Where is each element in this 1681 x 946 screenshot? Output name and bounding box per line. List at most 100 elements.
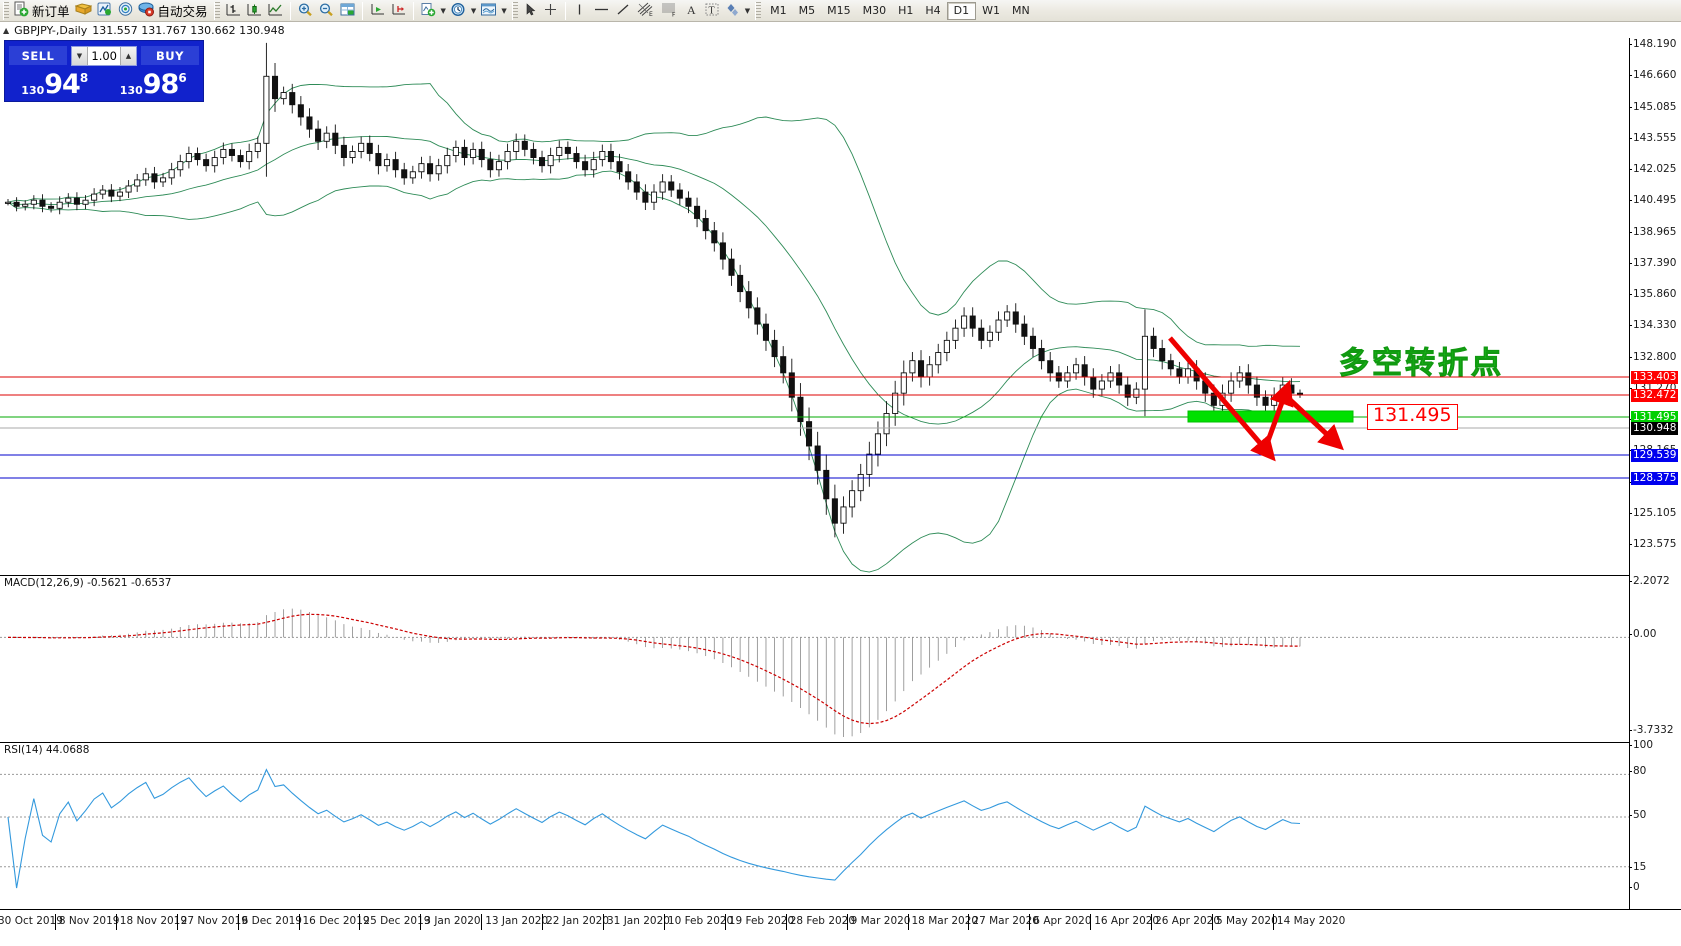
timeframe-m1[interactable]: M1 [770,4,787,17]
fibonacci-button[interactable]: F [658,1,682,21]
text-icon: A [684,2,699,20]
rsi-tick: 100 [1628,739,1654,751]
date-tick: 16 Apr 2020 [1090,914,1159,930]
zoom-out-icon [318,2,335,20]
collapse-triangle-icon[interactable]: ▲ [3,26,10,35]
candlestick-icon [246,2,263,20]
data-window-icon [339,2,356,20]
textbox-icon: T [704,2,720,20]
toolbar-separator-2 [361,1,363,20]
rsi-pane[interactable]: RSI(14) 44.0688 [0,742,1629,909]
volume-input[interactable]: ▼ 1.00 ▲ [71,45,137,66]
line-chart-button[interactable] [265,1,286,21]
zoom-in-button[interactable] [295,1,316,21]
date-axis[interactable]: 30 Oct 2019 8 Nov 2019 18 Nov 2019 27 Nov 2… [0,909,1681,946]
horizontal-line-button[interactable] [590,1,613,21]
auto-scroll-icon [369,2,386,20]
macd-tick: -3.7332 [1629,724,1674,736]
candlestick-chart-button[interactable] [244,1,265,21]
price-tick: 123.575 [1628,538,1677,550]
clock-icon [450,2,467,20]
price-tick: 145.085 [1628,100,1677,113]
date-tick: 22 Jan 2020 [542,914,609,930]
volume-decrement[interactable]: ▼ [72,46,88,65]
zoom-out-button[interactable] [316,1,337,21]
market-button[interactable] [115,1,136,21]
timeframe-h4[interactable]: H4 [925,4,941,17]
auto-scroll-button[interactable] [367,1,388,21]
timeframe-d1[interactable]: D1 [946,1,977,20]
toolbar-grip-4[interactable] [755,1,762,20]
crosshair-button[interactable] [541,1,561,21]
fibonacci-icon: F [660,1,680,20]
timeframe-m30[interactable]: M30 [862,4,887,17]
chevron-down-icon[interactable]: ▼ [440,6,446,15]
date-tick: 3 Jan 2020 [420,914,481,930]
channel-icon: E [636,1,656,20]
rsi-tick: 80 [1628,765,1647,777]
chart-container[interactable]: 多空转折点 131.495 MACD(12,26,9) -0.5621 -0.65… [0,38,1681,946]
expert-advisors-button[interactable] [73,1,94,21]
date-tick: 25 Dec 2019 [359,914,430,930]
macd-tick: 0.00 [1628,628,1657,640]
macd-chart-svg [0,608,1629,738]
price-tick: 134.330 [1628,319,1677,332]
auto-trading-button[interactable]: 自动交易 [136,1,211,21]
text-box-button[interactable]: T [702,1,722,21]
macd-pane[interactable]: MACD(12,26,9) -0.5621 -0.6537 [0,575,1629,742]
symbol-ohlc: 131.557 131.767 130.662 130.948 [92,24,285,37]
templates-icon [480,2,497,20]
vertical-line-icon [572,2,587,20]
price-axis[interactable]: 148.190 146.660 145.085 143.555 142.025 140.4… [1628,38,1681,909]
toolbar-grip-3[interactable] [511,1,518,20]
price-tick: 146.660 [1628,69,1677,82]
indicators-button[interactable]: ▼ [418,1,448,21]
macd-tick: 2.2072 [1629,575,1670,587]
price-level-label: 132.472 [1631,389,1679,402]
trendline-button[interactable] [613,1,634,21]
data-window-button[interactable] [337,1,358,21]
price-tag-label: 131.495 [1367,404,1458,430]
vertical-line-button[interactable] [570,1,590,21]
price-level-label: 130.948 [1631,422,1679,435]
price-tick: 135.860 [1628,288,1677,300]
one-click-trading-panel[interactable]: SELL ▼ 1.00 ▲ BUY 130 94 8 130 98 6 [4,40,204,102]
toolbar-grip-2[interactable] [213,1,220,20]
date-tick: 18 Nov 2019 [115,914,187,930]
date-tick: 28 Feb 2020 [785,914,855,930]
trendline-icon [615,2,632,20]
signals-button[interactable] [94,1,115,21]
auto-trading-icon [137,1,155,20]
rsi-label: RSI(14) 44.0688 [4,744,90,756]
templates-button[interactable]: ▼ [478,1,508,21]
new-order-button[interactable]: 新订单 [12,1,73,21]
buy-button[interactable]: BUY [141,46,199,65]
chevron-down-icon-3[interactable]: ▼ [501,6,507,15]
volume-increment[interactable]: ▲ [120,46,136,65]
toolbar-grip[interactable] [3,1,9,20]
periods-button[interactable]: ▼ [448,1,478,21]
chevron-down-icon-2[interactable]: ▼ [470,6,477,15]
cursor-button[interactable] [521,1,541,21]
price-tick: 132.800 [1628,350,1677,363]
price-tick: 125.105 [1628,506,1677,519]
timeframe-m5[interactable]: M5 [798,4,816,17]
equidistant-channel-button[interactable]: E [634,1,658,21]
toolbar-separator [289,1,291,20]
timeframe-m15[interactable]: M15 [827,4,851,17]
shapes-button[interactable]: ▼ [722,1,752,21]
timeframe-h1[interactable]: H1 [898,4,914,17]
chevron-down-icon-4[interactable]: ▼ [744,6,751,15]
chart-shift-button[interactable] [388,1,409,21]
timeframe-mn[interactable]: MN [1012,4,1030,17]
bar-chart-button[interactable] [223,1,244,21]
price-tick: 148.190 [1628,38,1677,50]
timeframe-w1[interactable]: W1 [982,4,1000,17]
price-level-label: 133.403 [1631,371,1679,384]
new-order-label: 新订单 [32,4,70,19]
date-tick: 31 Jan 2020 [603,914,670,930]
price-pane[interactable]: 多空转折点 131.495 [0,38,1629,575]
sell-button[interactable]: SELL [9,46,67,65]
rsi-chart-svg [0,768,1629,889]
text-label-button[interactable]: A [682,1,702,21]
